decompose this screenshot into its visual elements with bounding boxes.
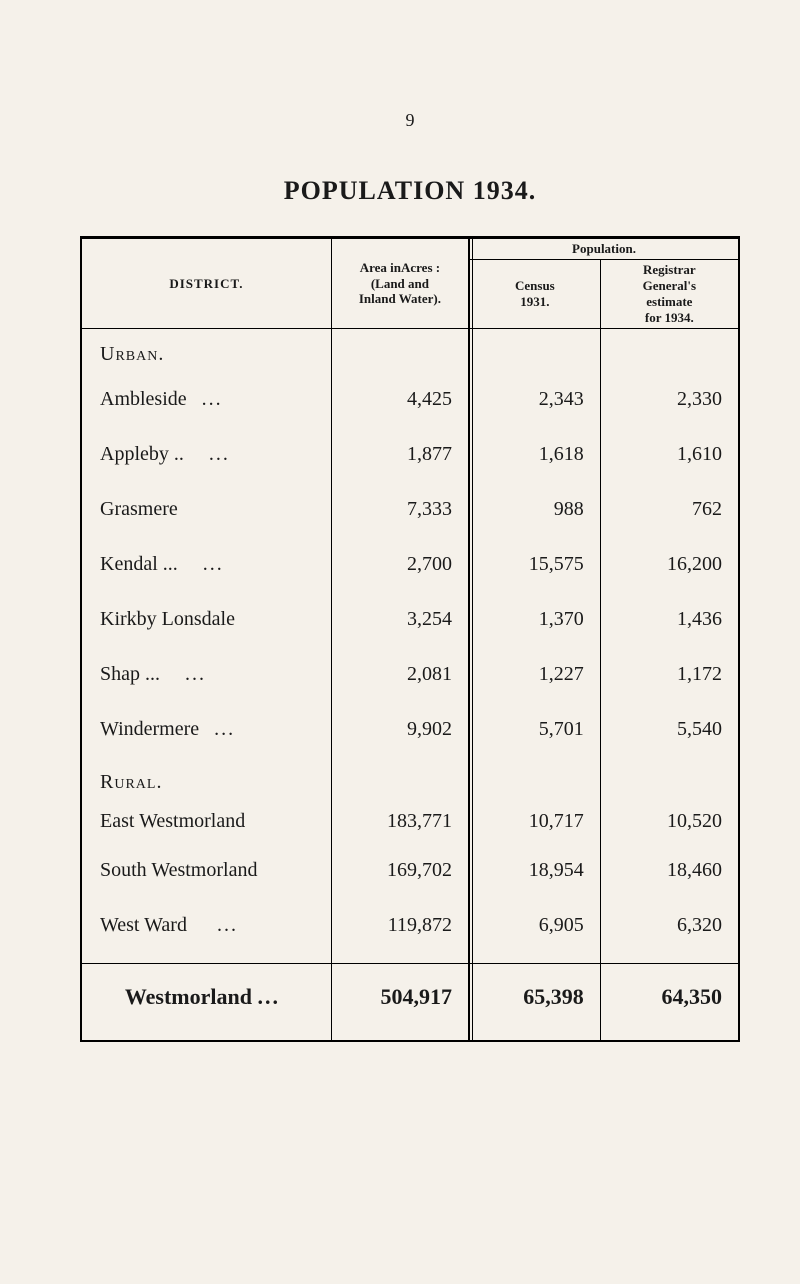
table-row: Shap ... ... 2,081 1,227 1,172 <box>82 647 738 702</box>
section-urban: Urban. <box>82 329 738 373</box>
district-name: Ambleside ... <box>82 372 331 427</box>
table-row: Ambleside ... 4,425 2,343 2,330 <box>82 372 738 427</box>
section-rural-label: Rural. <box>82 757 331 800</box>
col-header-estimate: Registrar General's estimate for 1934. <box>600 260 738 329</box>
total-row: Westmorland ... 504,917 65,398 64,350 <box>82 963 738 1030</box>
col-header-census: Census 1931. <box>469 260 600 329</box>
total-census: 65,398 <box>469 963 600 1030</box>
spacer <box>82 953 738 963</box>
total-estimate: 64,350 <box>600 963 738 1030</box>
table-row: Kendal ... ... 2,700 15,575 16,200 <box>82 537 738 592</box>
population-table: DISTRICT. Area inAcres : (Land and Inlan… <box>82 239 738 1040</box>
area-value: 4,425 <box>331 372 469 427</box>
total-area: 504,917 <box>331 963 469 1030</box>
table-row: South Westmorland 169,702 18,954 18,460 <box>82 843 738 898</box>
col-header-area: Area inAcres : (Land and Inland Water). <box>331 239 469 329</box>
table-header-row-1: DISTRICT. Area inAcres : (Land and Inlan… <box>82 239 738 260</box>
col-header-district: DISTRICT. <box>82 239 331 329</box>
col-header-area-text: Area inAcres : (Land and Inland Water). <box>338 260 462 307</box>
table-row: Grasmere 7,333 988 762 <box>82 482 738 537</box>
page-number: 9 <box>80 110 740 131</box>
page-title: POPULATION 1934. <box>80 176 740 206</box>
estimate-value: 2,330 <box>600 372 738 427</box>
section-rural: Rural. <box>82 757 738 800</box>
total-label: Westmorland ... <box>82 963 331 1030</box>
table-row: Windermere ... 9,902 5,701 5,540 <box>82 702 738 757</box>
population-table-wrap: DISTRICT. Area inAcres : (Land and Inlan… <box>80 236 740 1042</box>
spacer <box>82 1030 738 1040</box>
section-urban-label: Urban. <box>82 329 331 373</box>
col-header-population: Population. <box>469 239 738 260</box>
page: 9 POPULATION 1934. DISTRICT. Area inAcre… <box>0 0 800 1102</box>
table-row: East Westmorland 183,771 10,717 10,520 <box>82 800 738 843</box>
table-row: West Ward ... 119,872 6,905 6,320 <box>82 898 738 953</box>
table-row: Appleby .. ... 1,877 1,618 1,610 <box>82 427 738 482</box>
table-row: Kirkby Lonsdale 3,254 1,370 1,436 <box>82 592 738 647</box>
census-value: 2,343 <box>469 372 600 427</box>
